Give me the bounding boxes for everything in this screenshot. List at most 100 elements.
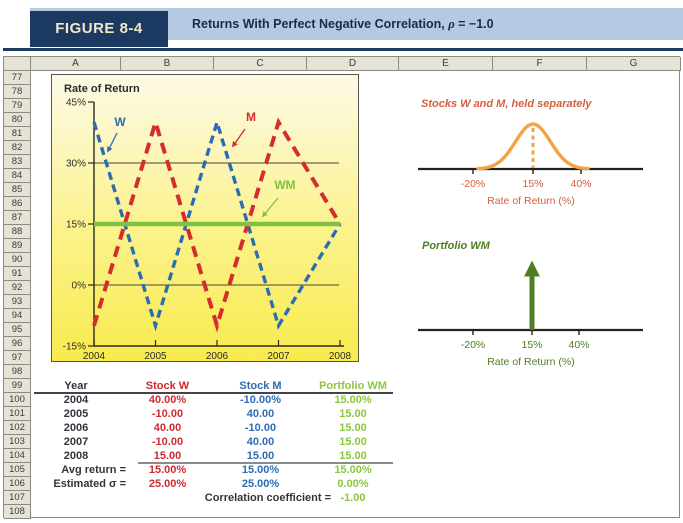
series-label-W: W <box>114 115 126 129</box>
table-header-2: Stock M <box>239 380 282 392</box>
y-tick-label: -15% <box>63 342 86 353</box>
x-tick-label: 40% <box>570 178 591 190</box>
table-cell-r4c1: 15.00 <box>153 450 182 462</box>
table-cell-r2c0: 2006 <box>63 422 89 434</box>
figure-label: FIGURE 8-4 <box>30 11 168 47</box>
stocks-held-separately-label: Stocks W and M, held separately <box>421 98 592 110</box>
x-axis-label: Rate of Return (%) <box>487 356 575 368</box>
row-header-86: 86 <box>4 197 31 211</box>
summary-cell-r0c1: 15.00% <box>241 464 280 476</box>
row-header-79: 79 <box>4 99 31 113</box>
column-header-F: F <box>493 57 587 71</box>
table-cell-r3c1: -10.00 <box>151 436 184 448</box>
table-cell-r0c1: 40.00% <box>148 394 187 406</box>
row-header-90: 90 <box>4 253 31 267</box>
table-header-3: Portfolio WM <box>319 380 387 392</box>
row-header-95: 95 <box>4 323 31 337</box>
bell-curve-diagram: -20% 15% 40% Rate of Return (%) <box>418 122 643 207</box>
table-cell-r2c1: 40.00 <box>153 422 182 434</box>
column-header-A: A <box>31 57 121 71</box>
row-header-101: 101 <box>4 407 31 421</box>
bell-curve <box>476 122 590 171</box>
row-header-100: 100 <box>4 393 31 407</box>
x-tick-label: -20% <box>461 178 486 190</box>
row-header-93: 93 <box>4 295 31 309</box>
column-header-B: B <box>121 57 214 71</box>
table-cell-r4c0: 2008 <box>63 450 89 462</box>
row-header-102: 102 <box>4 421 31 435</box>
row-header-85: 85 <box>4 183 31 197</box>
table-header-1: Stock W <box>145 380 190 392</box>
row-header-94: 94 <box>4 309 31 323</box>
row-header-81: 81 <box>4 127 31 141</box>
table-cell-r3c3: 15.00 <box>339 436 367 448</box>
summary-label-0: Avg return = <box>61 464 126 476</box>
correlation-value: -1.00 <box>340 492 366 504</box>
divider-rule <box>3 48 683 51</box>
table-cell-r1c3: 15.00 <box>339 408 367 420</box>
table-cell-r4c3: 15.00 <box>339 450 367 462</box>
table-cell-r0c0: 2004 <box>63 394 89 406</box>
x-tick-label: 2007 <box>267 351 290 362</box>
summary-label-1: Estimated σ = <box>53 478 126 490</box>
table-cell-r0c2: -10.00% <box>240 394 281 406</box>
x-tick-label: 2006 <box>206 351 229 362</box>
row-header-96: 96 <box>4 337 31 351</box>
summary-cell-r1c2: 0.00% <box>337 478 369 490</box>
table-cell-r3c2: 40.00 <box>246 436 275 448</box>
y-tick-label: 45% <box>66 98 86 109</box>
row-header-80: 80 <box>4 113 31 127</box>
row-header-88: 88 <box>4 225 31 239</box>
figure-title: Returns With Perfect Negative Correlatio… <box>192 17 494 31</box>
series-M <box>92 115 342 333</box>
row-header-105: 105 <box>4 463 31 477</box>
x-tick-label: -20% <box>461 339 486 351</box>
rho-symbol: ρ <box>448 17 455 31</box>
chart-canvas: Rate of Return 45% 30% 15% 0% -15%2004 2005 200… <box>63 83 352 362</box>
row-header-87: 87 <box>4 211 31 225</box>
x-tick-label: 2005 <box>144 351 167 362</box>
x-tick-label: 15% <box>521 339 542 351</box>
x-tick-label: 2008 <box>329 351 352 362</box>
summary-cell-r0c0: 15.00% <box>148 464 187 476</box>
x-axis-label: Rate of Return (%) <box>487 195 575 207</box>
series-W <box>92 116 342 332</box>
y-tick-label: 0% <box>72 281 87 292</box>
x-tick-label: 40% <box>568 339 589 351</box>
y-tick-label: 30% <box>66 159 86 170</box>
series-label-M: M <box>246 110 256 124</box>
row-header-108: 108 <box>4 505 31 519</box>
row-header-97: 97 <box>4 351 31 365</box>
table-cell-r1c1: -10.00 <box>151 408 184 420</box>
portfolio-wm-label: Portfolio WM <box>422 240 490 252</box>
row-header-82: 82 <box>4 141 31 155</box>
column-header-E: E <box>399 57 493 71</box>
row-header-92: 92 <box>4 281 31 295</box>
row-header-84: 84 <box>4 169 31 183</box>
x-tick-label: 15% <box>522 178 543 190</box>
y-tick-label: 15% <box>66 220 86 231</box>
series-label-WM: WM <box>274 178 295 192</box>
table-cell-r2c2: -10.00 <box>244 422 277 434</box>
row-header-98: 98 <box>4 365 31 379</box>
column-header-G: G <box>587 57 681 71</box>
row-header-77: 77 <box>4 71 31 85</box>
table-cell-r3c0: 2007 <box>63 436 89 448</box>
table-header-0: Year <box>64 380 88 392</box>
table-summary-separator <box>138 462 393 464</box>
table-cell-r4c2: 15.00 <box>246 450 275 462</box>
chart-title: Rate of Return <box>64 83 140 95</box>
row-header-91: 91 <box>4 267 31 281</box>
spike-diagram: -20% 15% 40% Rate of Return (%) <box>418 260 643 368</box>
table-cell-r1c0: 2005 <box>63 408 89 420</box>
row-header-89: 89 <box>4 239 31 253</box>
table-header-underline <box>34 392 393 394</box>
column-header-C: C <box>214 57 307 71</box>
summary-cell-r1c0: 25.00% <box>148 478 187 490</box>
row-header-83: 83 <box>4 155 31 169</box>
select-all-corner <box>4 57 31 71</box>
row-header-103: 103 <box>4 435 31 449</box>
table-cell-r0c3: 15.00% <box>334 394 372 406</box>
